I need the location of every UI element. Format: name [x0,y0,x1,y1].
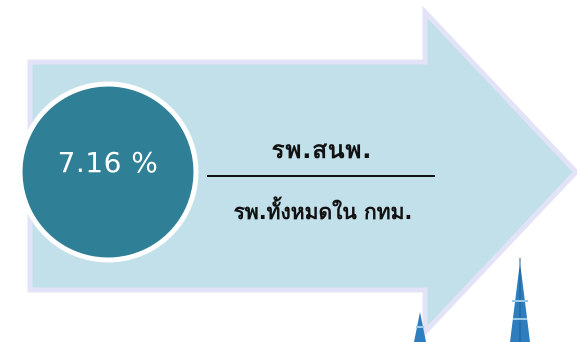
fraction-denominator: รพ.ทั้งหมดใน กทม. [233,200,413,224]
fraction-numerator: รพ.สนพ. [271,136,373,164]
small-spire-icon [414,312,426,342]
arrow-shape [27,5,577,339]
percent-circle [17,81,199,263]
fraction-divider [207,175,435,177]
percent-value: 7.16 % [57,146,159,179]
temple-spire-icon [510,258,530,342]
